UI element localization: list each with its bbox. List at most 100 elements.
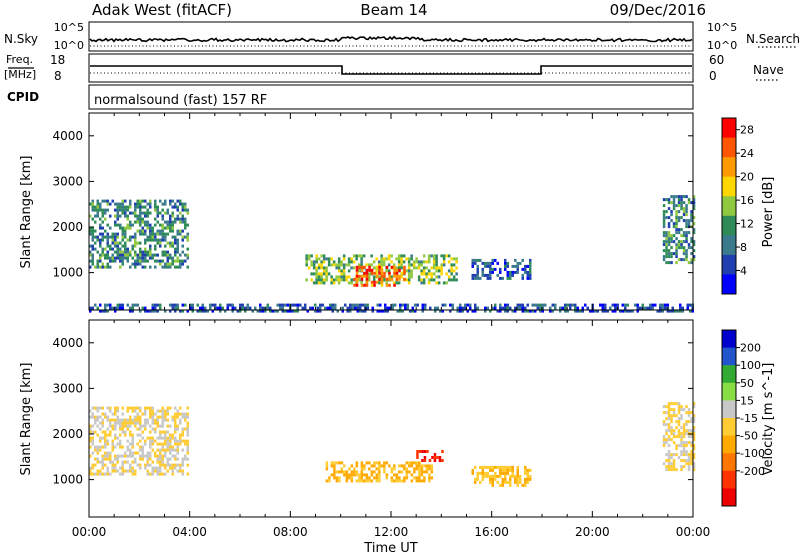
data-cell [526, 273, 529, 277]
data-cell [355, 464, 359, 468]
data-cell [166, 211, 169, 215]
data-cell [677, 420, 681, 424]
data-cell [559, 306, 562, 310]
data-cell [665, 210, 668, 214]
data-cell [670, 414, 673, 418]
data-cell [176, 303, 179, 307]
data-cell [481, 261, 484, 265]
data-cell [176, 247, 179, 251]
data-cell [516, 474, 519, 478]
data-cell [682, 447, 686, 451]
data-cell [690, 456, 693, 460]
data-cell [169, 241, 172, 245]
data-cell [91, 208, 94, 212]
data-cell [355, 283, 359, 287]
data-cell [680, 246, 683, 250]
data-cell [342, 266, 346, 270]
data-cell [604, 303, 607, 307]
data-cell [344, 303, 347, 307]
data-cell [164, 250, 167, 254]
data-cell [174, 259, 177, 263]
data-cell [114, 466, 117, 470]
colorbar-segment [722, 470, 736, 489]
data-cell [388, 274, 391, 278]
data-cell [333, 464, 336, 468]
data-cell [109, 202, 112, 206]
data-cell [154, 309, 157, 313]
data-cell [179, 211, 182, 215]
data-cell [672, 435, 676, 439]
data-cell [486, 465, 489, 469]
data-cell [624, 303, 627, 307]
data-cell [420, 272, 423, 276]
data-cell [474, 261, 477, 265]
data-cell [435, 281, 438, 285]
data-cell [144, 229, 147, 233]
data-cell [206, 309, 209, 313]
data-cell [164, 412, 167, 416]
data-cell [337, 263, 341, 267]
data-cell [680, 240, 683, 244]
data-cell [441, 450, 444, 453]
data-cell [266, 306, 269, 310]
data-cell [481, 474, 484, 478]
data-cell [342, 272, 346, 276]
data-cell [154, 427, 157, 431]
data-cell [435, 260, 438, 264]
data-cell [511, 465, 514, 469]
data-cell [675, 213, 678, 217]
data-cell [184, 253, 187, 257]
data-cell [486, 264, 489, 268]
data-cell [346, 306, 349, 310]
data-cell [368, 265, 371, 269]
data-cell [327, 263, 331, 267]
data-cell [166, 436, 169, 440]
data-cell [184, 442, 187, 446]
data-cell [306, 309, 309, 313]
colorbar-segment [722, 157, 736, 178]
freq-label: Freq. [6, 53, 33, 66]
data-cell [411, 306, 414, 310]
beam-label: Beam 14 [360, 1, 427, 19]
data-cell [373, 470, 376, 474]
data-cell [337, 275, 341, 279]
data-cell [496, 261, 499, 265]
data-cell [479, 480, 482, 484]
data-cell [405, 470, 409, 474]
data-cell [176, 469, 179, 473]
data-cell [154, 232, 157, 236]
data-cell [359, 306, 362, 310]
data-cell [159, 466, 162, 470]
data-cell [352, 254, 356, 258]
data-cell [682, 465, 686, 469]
data-cell [126, 448, 129, 452]
data-cell [574, 303, 577, 307]
data-cell [99, 265, 102, 269]
data-cell [146, 238, 149, 242]
data-cell [89, 250, 92, 254]
data-cell [499, 465, 502, 469]
data-cell [119, 433, 122, 437]
data-cell [661, 303, 664, 307]
data-cell [126, 214, 129, 218]
data-cell [395, 277, 399, 281]
data-cell [432, 254, 436, 258]
data-cell [174, 250, 177, 254]
data-cell [484, 273, 487, 277]
data-cell [164, 309, 167, 313]
data-cell [151, 232, 154, 236]
data-cell [186, 421, 189, 425]
data-cell [326, 306, 329, 310]
data-cell [171, 463, 174, 467]
data-cell [677, 204, 681, 208]
data-cell [382, 278, 386, 282]
data-cell [687, 465, 691, 469]
data-cell [524, 468, 527, 472]
data-cell [601, 303, 604, 307]
data-cell [159, 232, 162, 236]
nsky-panel-frame [88, 21, 694, 52]
data-cell [101, 199, 104, 203]
data-cell [672, 432, 676, 436]
data-cell [164, 463, 167, 467]
